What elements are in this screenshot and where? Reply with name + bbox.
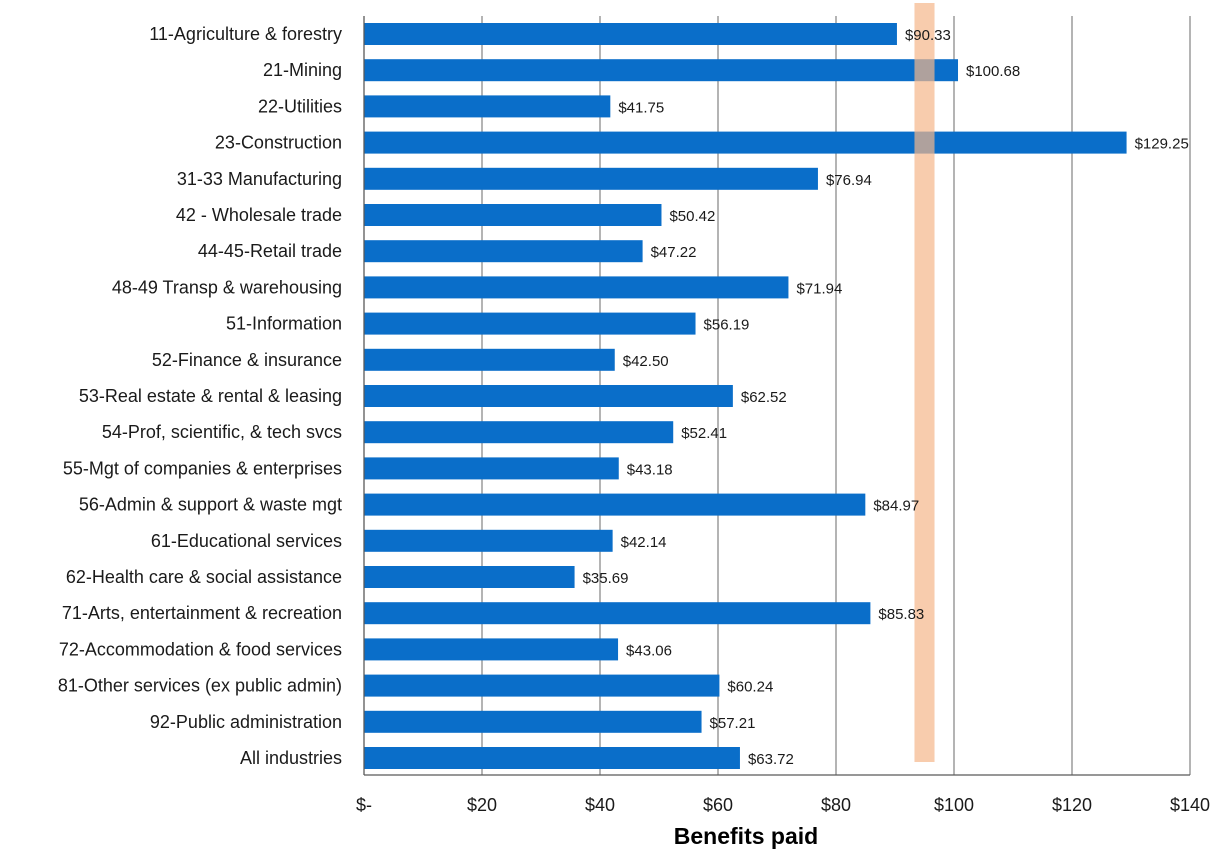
bar-8 [364, 312, 696, 335]
value-label-9: $42.50 [623, 353, 669, 370]
value-label-5: $50.42 [669, 208, 715, 225]
x-tick-label-4: $80 [821, 795, 851, 815]
bar-5 [364, 204, 662, 226]
category-label-11: 54-Prof, scientific, & tech svcs [102, 422, 342, 442]
x-tick-label-3: $60 [703, 795, 733, 815]
bar-14 [364, 529, 613, 552]
value-label-4: $76.94 [826, 172, 872, 189]
category-label-9: 52-Finance & insurance [152, 350, 342, 370]
x-tick-label-6: $120 [1052, 795, 1092, 815]
bar-19 [364, 710, 702, 733]
category-label-20: All industries [240, 748, 342, 768]
bar-1 [364, 59, 959, 82]
category-label-16: 71-Arts, entertainment & recreation [62, 603, 342, 623]
bar-4 [364, 167, 818, 190]
bar-15 [364, 566, 575, 588]
category-label-1: 21-Mining [263, 60, 342, 80]
bar-7 [364, 276, 789, 299]
bar-18 [364, 674, 720, 697]
category-label-12: 55-Mgt of companies & enterprises [63, 458, 342, 478]
value-label-20: $63.72 [748, 751, 794, 768]
category-label-19: 92-Public administration [150, 712, 342, 732]
value-label-8: $56.19 [704, 317, 750, 334]
highlight-band-layer [914, 3, 935, 762]
bar-0 [364, 23, 897, 45]
x-tick-label-0: $- [356, 795, 372, 815]
category-label-4: 31-33 Manufacturing [177, 169, 342, 189]
labels: 11-Agriculture & forestry 21-Mining 22-Uti… [58, 24, 1210, 815]
x-tick-label-2: $40 [585, 795, 615, 815]
x-tick-label-5: $100 [934, 795, 974, 815]
value-label-0: $90.33 [905, 27, 951, 44]
category-label-17: 72-Accommodation & food services [59, 639, 342, 659]
value-label-12: $43.18 [627, 461, 673, 478]
bar-11 [364, 421, 674, 444]
category-label-10: 53-Real estate & rental & leasing [79, 386, 342, 406]
axes [363, 16, 1190, 776]
category-label-7: 48-49 Transp & warehousing [112, 277, 342, 297]
value-label-19: $57.21 [710, 715, 756, 732]
category-label-2: 22-Utilities [258, 96, 342, 116]
category-label-8: 51-Information [226, 314, 342, 334]
value-label-15: $35.69 [583, 570, 629, 587]
category-label-5: 42 - Wholesale trade [176, 205, 342, 225]
category-label-0: 11-Agriculture & forestry [149, 24, 342, 44]
category-label-6: 44-45-Retail trade [198, 241, 342, 261]
x-tick-label-7: $140 [1170, 795, 1210, 815]
bars [364, 23, 1127, 769]
value-label-14: $42.14 [621, 534, 667, 551]
bar-3 [364, 131, 1127, 154]
category-label-14: 61-Educational services [151, 531, 342, 551]
value-label-6: $47.22 [651, 244, 697, 261]
bar-20 [364, 747, 740, 769]
bar-16 [364, 602, 871, 625]
value-label-10: $62.52 [741, 389, 787, 406]
value-label-18: $60.24 [727, 679, 773, 696]
bar-17 [364, 638, 619, 661]
value-label-13: $84.97 [873, 498, 919, 515]
value-label-7: $71.94 [796, 280, 842, 297]
value-label-3: $129.25 [1135, 136, 1189, 153]
value-label-2: $41.75 [618, 99, 664, 116]
value-label-17: $43.06 [626, 642, 672, 659]
highlight-band [914, 3, 935, 762]
x-axis-title: Benefits paid [674, 823, 818, 849]
bar-6 [364, 240, 643, 263]
value-label-1: $100.68 [966, 63, 1020, 80]
category-label-13: 56-Admin & support & waste mgt [79, 495, 342, 515]
category-label-18: 81-Other services (ex public admin) [58, 676, 342, 696]
bar-2 [364, 95, 611, 118]
category-label-3: 23-Construction [215, 133, 342, 153]
bar-12 [364, 457, 619, 480]
bar-10 [364, 385, 733, 407]
value-label-16: $85.83 [878, 606, 924, 623]
value-label-11: $52.41 [681, 425, 727, 442]
category-label-15: 62-Health care & social assistance [66, 567, 342, 587]
x-tick-label-1: $20 [467, 795, 497, 815]
bar-9 [364, 348, 615, 371]
bar-13 [364, 493, 866, 516]
